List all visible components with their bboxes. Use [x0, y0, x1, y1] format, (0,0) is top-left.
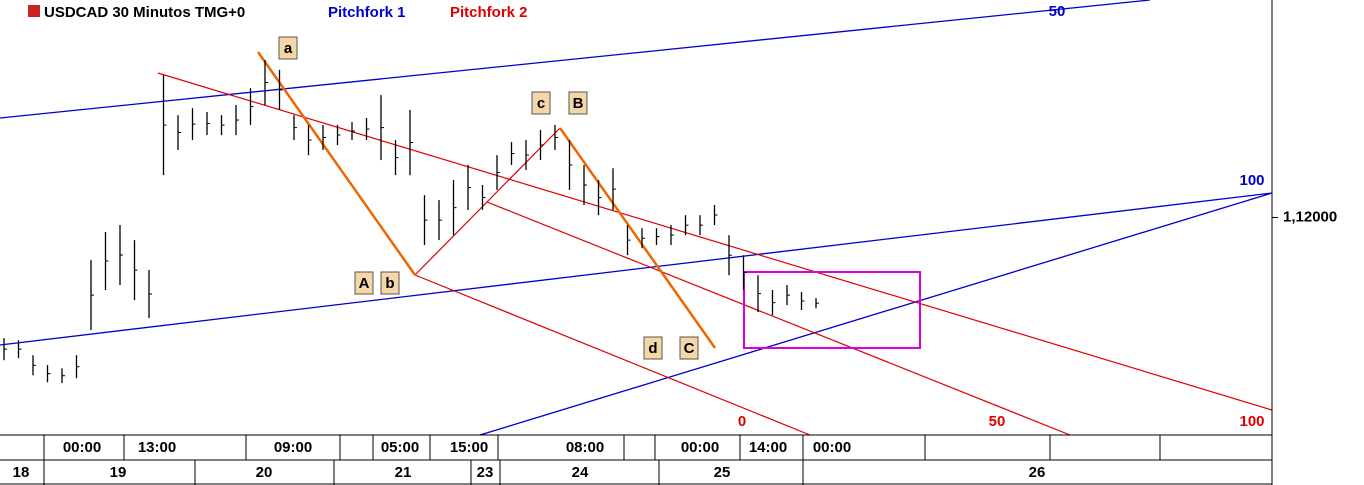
pitchfork-2-level: 100 — [1239, 413, 1264, 430]
wave-label-box — [679, 336, 699, 360]
x-time-label: 00:00 — [813, 439, 851, 456]
y-tick-label: 1,12000 — [1283, 208, 1337, 225]
wave-lines — [256, 51, 717, 349]
wave-label: c — [537, 95, 545, 112]
wave-label: a — [284, 40, 293, 57]
wave-label: B — [573, 95, 584, 112]
x-time-label: 09:00 — [274, 439, 312, 456]
pitchfork-1-level: 100 — [1239, 172, 1264, 189]
x-date-label: 26 — [1029, 464, 1046, 481]
legend-entry: Pitchfork 1 — [328, 4, 406, 21]
wave-label-box — [278, 36, 298, 60]
pitchfork-1 — [0, 0, 1273, 436]
x-time-label: 14:00 — [749, 439, 787, 456]
pitchfork-2 — [157, 72, 1273, 436]
pitchfork-2-level: 0 — [738, 413, 746, 430]
x-time-label: 08:00 — [566, 439, 604, 456]
x-time-label: 00:00 — [63, 439, 101, 456]
x-time-label: 15:00 — [450, 439, 488, 456]
wave-label-box — [380, 271, 400, 295]
legend-entry: Pitchfork 2 — [450, 4, 528, 21]
x-time-label: 00:00 — [681, 439, 719, 456]
wave-label: d — [648, 340, 657, 357]
wave-label-box — [354, 271, 374, 295]
x-date-label: 24 — [572, 464, 589, 481]
x-date-label: 19 — [110, 464, 127, 481]
wave-label-box — [568, 91, 588, 115]
x-time-label: 05:00 — [381, 439, 419, 456]
pitchfork-2-level: 50 — [989, 413, 1006, 430]
wave-label: b — [385, 275, 394, 292]
x-date-label: 20 — [256, 464, 273, 481]
pitchfork-1-level: 50 — [1049, 3, 1066, 20]
x-date-label: 23 — [477, 464, 494, 481]
wave-label: C — [684, 340, 695, 357]
symbol-icon — [28, 5, 40, 17]
x-date-label: 18 — [13, 464, 30, 481]
x-date-label: 25 — [714, 464, 731, 481]
x-time-label: 13:00 — [138, 439, 176, 456]
x-date-label: 21 — [395, 464, 412, 481]
wave-label: A — [359, 275, 370, 292]
wave-label-box — [531, 91, 551, 115]
axes-frame — [0, 0, 1273, 485]
price-bars — [3, 60, 819, 384]
wave-label-box — [643, 336, 663, 360]
pitchfork-2-median — [486, 201, 1071, 436]
chart-title: USDCAD 30 Minutos TMG+0 — [44, 4, 245, 21]
target-box — [743, 271, 921, 349]
